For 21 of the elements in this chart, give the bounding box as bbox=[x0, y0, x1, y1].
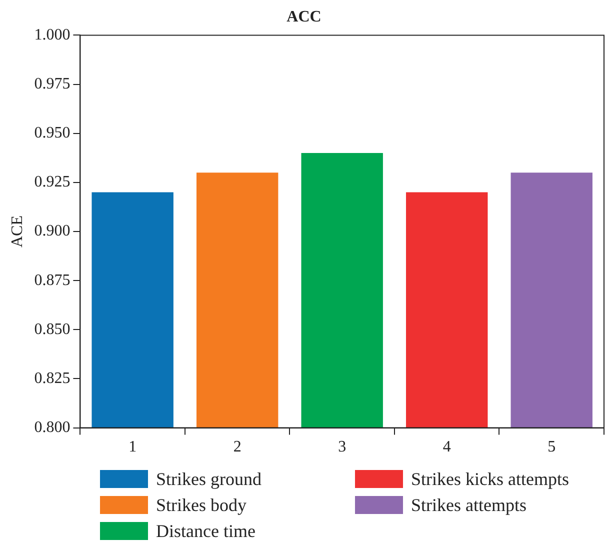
x-tick-label: 4 bbox=[442, 438, 451, 456]
legend-label: Strikes attempts bbox=[411, 494, 526, 516]
x-tick-label: 3 bbox=[338, 438, 346, 456]
x-tick-label: 1 bbox=[128, 438, 137, 456]
y-tick-label: 0.975 bbox=[34, 75, 70, 92]
y-tick-label: 0.900 bbox=[34, 222, 70, 240]
legend-label: Strikes kicks attempts bbox=[411, 468, 569, 490]
legend-label: Strikes ground bbox=[156, 468, 262, 490]
y-axis-title: ACE bbox=[8, 216, 26, 248]
y-tick-label: 0.825 bbox=[34, 370, 70, 387]
y-tick-label: 0.950 bbox=[34, 124, 70, 142]
y-tick-label: 0.800 bbox=[34, 419, 70, 436]
chart-title: ACC bbox=[286, 8, 322, 26]
y-tick-label: 1.000 bbox=[34, 26, 70, 44]
y-tick-label: 0.925 bbox=[34, 174, 70, 191]
y-tick-label: 0.850 bbox=[34, 320, 70, 338]
x-tick-label: 2 bbox=[233, 438, 242, 456]
x-tick-label: 5 bbox=[548, 438, 556, 456]
legend-label: Strikes body bbox=[156, 494, 247, 516]
legend-label: Distance time bbox=[156, 520, 256, 542]
y-tick-label: 0.875 bbox=[34, 272, 70, 289]
